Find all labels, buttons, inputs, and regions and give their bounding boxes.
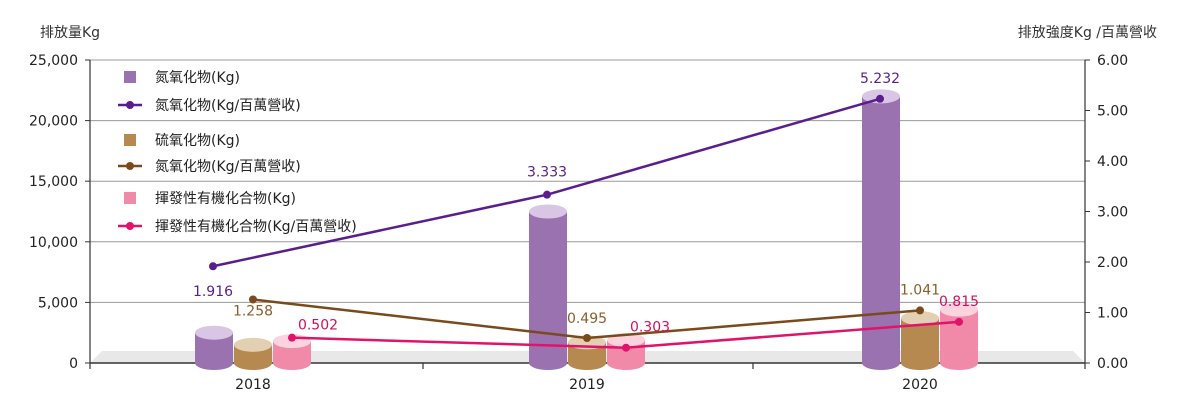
data-label: 5.232 (860, 71, 900, 87)
y-right-tick-label: 6.00 (1097, 53, 1128, 69)
x-tick-label: 2019 (569, 377, 605, 393)
legend-label: 揮發性有機化合物(Kg/百萬營收) (155, 219, 357, 235)
bar-top (940, 302, 978, 317)
x-tick-label: 2018 (235, 377, 271, 393)
bar (195, 325, 233, 370)
legend-label: 氮氧化物(Kg/百萬營收) (155, 98, 301, 114)
bar-body (862, 96, 900, 371)
legend-item: 氮氧化物(Kg) (124, 70, 240, 86)
series-marker (622, 343, 630, 352)
legend-label: 硫氧化物(Kg) (155, 133, 240, 149)
bar-body (901, 318, 939, 370)
legend-item: 揮發性有機化合物(Kg/百萬營收) (118, 219, 357, 235)
bar-body (195, 332, 233, 370)
data-label: 0.495 (567, 311, 607, 327)
legend-swatch (124, 134, 136, 146)
gridlines (90, 59, 1085, 303)
legend-item: 揮發性有機化合物(Kg) (124, 191, 296, 207)
legend-item: 硫氧化物(Kg) (124, 133, 240, 149)
bar (940, 302, 978, 370)
legend: 氮氧化物(Kg) 氮氧化物(Kg/百萬營收) 硫氧化物(Kg) 氮氧化物(Kg/百萬營… (118, 70, 357, 235)
y-left-tick-label: 25,000 (29, 53, 78, 69)
y-right-tick-label: 3.00 (1097, 205, 1128, 221)
data-label: 1.916 (193, 284, 233, 300)
lines (209, 94, 963, 352)
series-marker (916, 306, 924, 315)
series-marker (288, 333, 296, 342)
axes: 0 5,000 10,000 15,000 20,000 25,000 0.00 1.00 2.… (29, 53, 1128, 393)
data-label: 0.815 (939, 294, 979, 310)
series-marker (583, 334, 591, 343)
y-right-tick-label: 5.00 (1097, 104, 1128, 120)
legend-label: 氮氧化物(Kg/百萬營收) (155, 159, 301, 175)
series-marker (955, 317, 963, 326)
bar (234, 337, 272, 370)
legend-marker (126, 222, 134, 230)
legend-item: 氮氧化物(Kg/百萬營收) (118, 98, 301, 114)
bar (901, 311, 939, 370)
bar-top (234, 337, 272, 352)
bar-body (234, 344, 272, 370)
bar-body (273, 341, 311, 370)
legend-marker (126, 162, 134, 170)
x-tick-label: 2020 (902, 377, 938, 393)
data-label: 0.303 (630, 320, 670, 336)
bar-body (940, 309, 978, 370)
series-marker (249, 295, 257, 304)
y-right-tick-label: 1.00 (1097, 306, 1128, 322)
legend-swatch (124, 71, 136, 83)
bar-top (529, 204, 567, 219)
y-left-tick-label: 15,000 (29, 174, 78, 190)
data-label: 0.502 (298, 318, 338, 334)
legend-label: 揮發性有機化合物(Kg) (155, 191, 296, 207)
series-marker (209, 262, 217, 271)
legend-label: 氮氧化物(Kg) (155, 70, 240, 86)
y-left-axis-title: 排放量Kg (40, 25, 100, 41)
legend-item: 氮氧化物(Kg/百萬營收) (118, 159, 301, 175)
data-label: 3.333 (527, 165, 567, 181)
bar-body (568, 342, 606, 370)
y-left-tick-label: 0 (69, 356, 78, 372)
bar-top (901, 311, 939, 326)
y-left-tick-label: 5,000 (38, 295, 78, 311)
y-right-tick-label: 4.00 (1097, 154, 1128, 170)
legend-marker (126, 101, 134, 109)
y-left-tick-label: 10,000 (29, 235, 78, 251)
data-label: 1.258 (233, 303, 273, 319)
y-right-tick-label: 2.00 (1097, 255, 1128, 271)
y-left-tick-label: 20,000 (29, 114, 78, 130)
y-right-tick-label: 0.00 (1097, 356, 1128, 372)
y-right-axis-title: 排放強度Kg /百萬營收 (1018, 25, 1157, 41)
data-label: 1.041 (900, 282, 940, 298)
legend-swatch (124, 192, 136, 204)
series-marker (876, 94, 884, 103)
data-labels: 1.916 3.333 5.232 1.258 0.495 1.041 0.502 0.303… (193, 71, 979, 336)
bar (529, 204, 567, 370)
bar-top (195, 325, 233, 340)
bar-body (529, 211, 567, 370)
series-marker (543, 190, 551, 199)
